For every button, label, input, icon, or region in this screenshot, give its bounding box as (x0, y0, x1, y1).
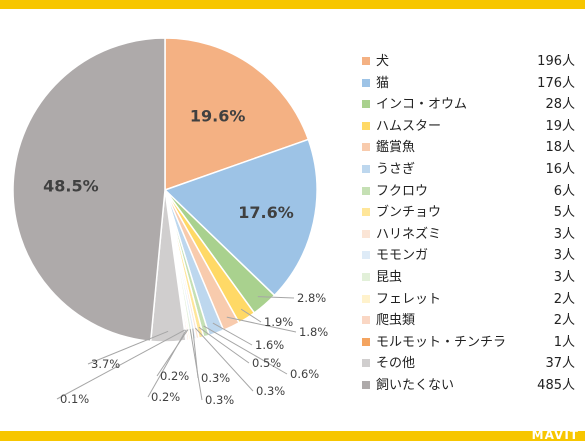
legend-count: 1人 (553, 334, 575, 350)
legend-item: モモンガ 3人 (362, 245, 577, 267)
legend-label: ブンチョウ (376, 205, 442, 221)
legend-count: 2人 (553, 313, 575, 329)
legend-swatch (362, 380, 370, 389)
legend-label: 鑑賞魚 (376, 140, 416, 156)
legend-item: ハリネズミ 3人 (362, 224, 577, 246)
leader-line-4 (226, 316, 297, 333)
leader-line-6 (203, 325, 288, 375)
chart-legend: 犬 196人猫 176人インコ・オウム 28人ハムスター 19人鑑賞魚 18人うさぎ 16人… (362, 51, 577, 397)
leader-line-14 (87, 330, 169, 365)
legend-swatch (362, 121, 370, 130)
data-label-6: 0.6% (290, 367, 319, 381)
legend-label: その他 (376, 356, 416, 372)
brand-logo: MAVIT (531, 428, 579, 442)
pie-slice-15 (12, 37, 166, 343)
legend-item: 鑑賞魚 18人 (362, 137, 577, 159)
legend-swatch (362, 316, 370, 325)
leader-line-13 (56, 329, 186, 400)
legend-item: 爬虫類 2人 (362, 310, 577, 332)
legend-swatch (362, 272, 370, 281)
legend-count: 6人 (553, 183, 575, 199)
data-label-13: 0.1% (60, 392, 89, 406)
legend-swatch (362, 359, 370, 368)
legend-count: 2人 (553, 291, 575, 307)
legend-count: 37人 (545, 356, 575, 372)
legend-count: 485人 (537, 377, 575, 393)
legend-swatch (362, 337, 370, 346)
legend-item: 飼いたくない 485人 (362, 375, 577, 397)
legend-item: モルモット・チンチラ 1人 (362, 332, 577, 354)
legend-item: フクロウ 6人 (362, 181, 577, 203)
legend-label: 昆虫 (376, 269, 403, 285)
legend-swatch (362, 186, 370, 195)
leader-line-2 (257, 296, 295, 299)
legend-swatch (362, 294, 370, 303)
legend-label: ハリネズミ (376, 226, 442, 242)
leader-line-11 (156, 329, 189, 377)
legend-label: ハムスター (376, 118, 442, 134)
legend-count: 3人 (553, 226, 575, 242)
legend-swatch (362, 229, 370, 238)
data-label-1: 17.6% (238, 203, 294, 222)
legend-item: その他 37人 (362, 353, 577, 375)
data-label-7: 0.5% (252, 356, 281, 370)
legend-count: 5人 (553, 205, 575, 221)
legend-swatch (362, 251, 370, 260)
top-accent-bar (0, 0, 585, 9)
legend-count: 176人 (537, 75, 575, 91)
legend-swatch (362, 208, 370, 217)
legend-count: 28人 (545, 97, 575, 113)
legend-item: 犬 196人 (362, 51, 577, 73)
legend-label: うさぎ (376, 161, 416, 177)
legend-label: モモンガ (376, 248, 429, 264)
legend-item: フェレット 2人 (362, 289, 577, 311)
data-label-12: 0.2% (151, 390, 180, 404)
legend-swatch (362, 100, 370, 109)
legend-label: フクロウ (376, 183, 429, 199)
legend-item: 猫 176人 (362, 73, 577, 95)
leader-line-5 (212, 322, 253, 346)
legend-label: モルモット・チンチラ (376, 334, 507, 350)
data-label-8: 0.3% (256, 384, 285, 398)
legend-item: インコ・オウム 28人 (362, 94, 577, 116)
data-label-10: 0.3% (205, 393, 234, 407)
legend-swatch (362, 164, 370, 173)
leader-line-10 (189, 329, 203, 401)
data-label-5: 1.6% (255, 338, 284, 352)
legend-item: 昆虫 3人 (362, 267, 577, 289)
legend-item: ブンチョウ 5人 (362, 202, 577, 224)
data-label-4: 1.8% (299, 325, 328, 339)
legend-label: 猫 (376, 75, 390, 91)
legend-item: うさぎ 16人 (362, 159, 577, 181)
legend-label: 飼いたくない (376, 377, 455, 393)
legend-label: インコ・オウム (376, 97, 468, 113)
legend-swatch (362, 78, 370, 87)
data-label-0: 19.6% (190, 107, 246, 126)
data-label-9: 0.3% (201, 371, 230, 385)
legend-label: 犬 (376, 54, 390, 69)
data-label-3: 1.9% (264, 315, 293, 329)
legend-item: ハムスター 19人 (362, 116, 577, 138)
legend-swatch (362, 57, 370, 65)
leader-line-3 (240, 308, 262, 323)
leader-line-7 (198, 326, 250, 364)
legend-label: 爬虫類 (376, 313, 416, 329)
data-label-2: 2.8% (297, 291, 326, 305)
legend-count: 16人 (545, 161, 575, 177)
leader-line-12 (147, 329, 187, 398)
legend-swatch (362, 143, 370, 152)
leader-line-8 (195, 327, 254, 392)
legend-count: 3人 (553, 248, 575, 264)
data-label-14: 3.7% (91, 357, 120, 371)
legend-count: 19人 (545, 118, 575, 134)
data-label-11: 0.2% (160, 369, 189, 383)
legend-count: 196人 (537, 54, 575, 69)
legend-count: 18人 (545, 140, 575, 156)
legend-label: フェレット (376, 291, 442, 307)
legend-count: 3人 (553, 269, 575, 285)
pie-slice-1 (163, 138, 318, 297)
bottom-accent-bar (0, 431, 585, 441)
data-label-15: 48.5% (43, 177, 99, 196)
